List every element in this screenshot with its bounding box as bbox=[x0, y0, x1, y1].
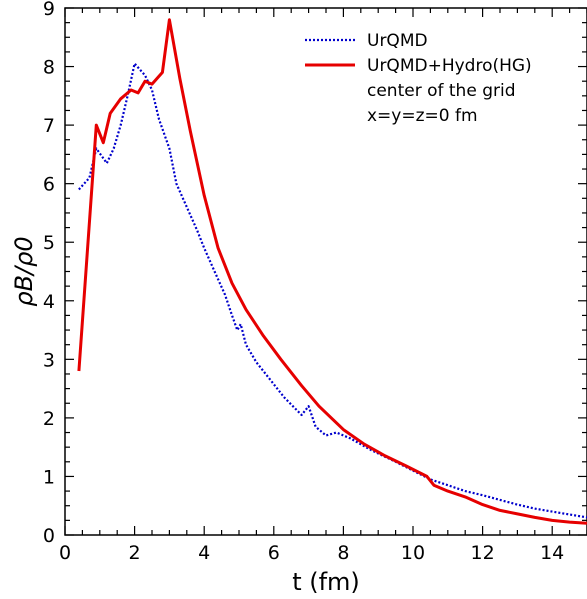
x-tick-label: 10 bbox=[401, 542, 425, 564]
series-line-urqmd bbox=[78, 62, 587, 519]
x-tick-label: 0 bbox=[59, 542, 71, 564]
legend-label: UrQMD bbox=[367, 31, 428, 51]
series-layer bbox=[77, 18, 587, 525]
y-tick-label: 9 bbox=[43, 0, 55, 20]
y-tick-label: 0 bbox=[43, 525, 55, 547]
y-tick-label: 7 bbox=[43, 115, 55, 137]
x-tick-label: 6 bbox=[268, 542, 280, 564]
x-tick-label: 14 bbox=[540, 542, 564, 564]
x-tick-label: 12 bbox=[471, 542, 495, 564]
y-tick-label: 4 bbox=[43, 291, 55, 313]
y-tick-label: 6 bbox=[43, 174, 55, 196]
x-tick-label: 8 bbox=[337, 542, 349, 564]
legend: UrQMD UrQMD+Hydro(HG) center of the grid x=… bbox=[305, 31, 532, 126]
x-tick-label: 2 bbox=[129, 542, 141, 564]
annotation-text: x=y=z=0 fm bbox=[367, 106, 478, 126]
legend-label: UrQMD+Hydro(HG) bbox=[367, 56, 532, 76]
series-line-urqmd-hydro bbox=[77, 18, 587, 525]
y-tick-label: 5 bbox=[43, 232, 55, 254]
y-tick-label: 8 bbox=[43, 57, 55, 79]
x-tick-label: 4 bbox=[198, 542, 210, 564]
annotation-text: center of the grid bbox=[367, 81, 515, 101]
y-tick-label: 2 bbox=[43, 408, 55, 430]
y-axis-label: ρB/ρ0 bbox=[10, 236, 38, 306]
y-tick-label: 1 bbox=[43, 466, 55, 488]
x-axis-label: t (fm) bbox=[292, 568, 360, 596]
y-tick-label: 3 bbox=[43, 349, 55, 371]
